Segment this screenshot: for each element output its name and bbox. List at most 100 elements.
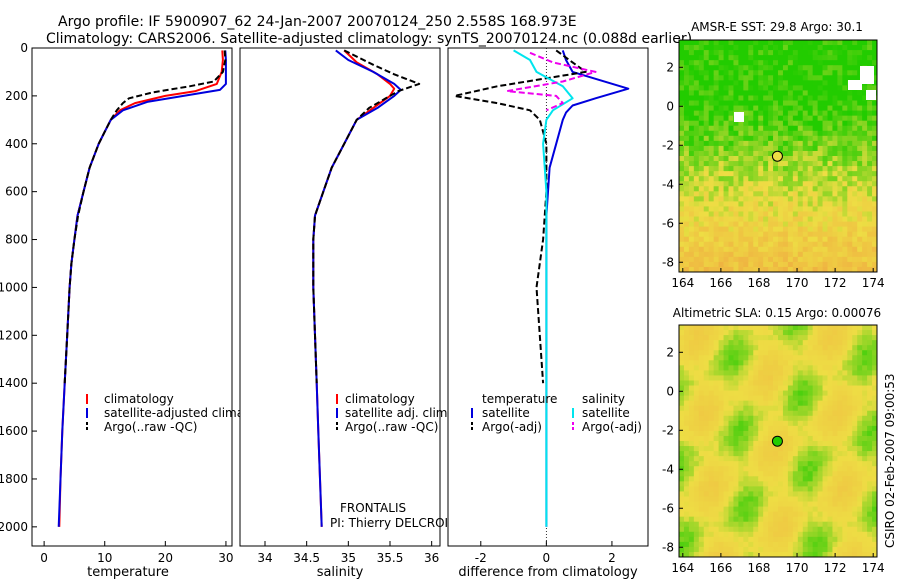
sla-map-cell bbox=[852, 355, 858, 361]
sst-map-cell bbox=[802, 166, 809, 172]
sla-map-cell bbox=[693, 425, 700, 432]
sst-map-cell bbox=[832, 221, 838, 228]
sst-map-cell bbox=[688, 221, 695, 228]
sla-map-cell bbox=[743, 471, 749, 477]
sla-map-cell bbox=[872, 335, 878, 341]
sla-map-cell bbox=[688, 451, 695, 457]
sst-map-cell bbox=[847, 120, 853, 127]
sla-map-cell bbox=[713, 496, 719, 502]
sla-map-cell bbox=[698, 516, 705, 523]
sla-map-cell bbox=[723, 496, 729, 502]
sla-map-cell bbox=[802, 400, 809, 407]
sla-map-cell bbox=[797, 546, 804, 553]
sst-map-cell bbox=[718, 60, 724, 66]
sst-map-cell bbox=[827, 120, 833, 127]
sst-map-cell bbox=[773, 85, 779, 91]
sst-map-cell bbox=[728, 266, 734, 273]
sla-map-cell bbox=[817, 435, 823, 442]
sla-map-cell bbox=[713, 325, 719, 331]
sla-map-cell bbox=[768, 335, 774, 341]
sst-map-cell bbox=[867, 150, 873, 157]
sla-map-cell bbox=[733, 466, 739, 472]
sla-map-cell bbox=[857, 506, 863, 513]
sst-map-cell bbox=[872, 221, 878, 228]
sla-map-cell bbox=[847, 360, 853, 366]
sst-map-cell bbox=[792, 211, 799, 217]
sst-map-cell bbox=[847, 161, 853, 167]
sla-map-cell bbox=[822, 425, 828, 432]
sla-map-cell bbox=[852, 551, 858, 558]
sst-map-cell bbox=[778, 95, 784, 101]
sst-map-cell bbox=[827, 40, 833, 46]
sla-map-cell bbox=[847, 496, 853, 502]
sst-map-cell bbox=[708, 211, 715, 217]
sla-map-cell bbox=[822, 370, 828, 376]
sst-map-cell bbox=[817, 241, 823, 248]
sla-map-cell bbox=[748, 441, 754, 447]
sst-map-cell bbox=[748, 105, 754, 112]
sla-map-cell bbox=[837, 410, 843, 417]
sst-map-cell bbox=[812, 95, 818, 101]
sla-map-cell bbox=[792, 345, 799, 351]
sst-map-cell bbox=[773, 196, 779, 202]
sla-map-cell bbox=[802, 330, 809, 336]
sst-map-cell bbox=[842, 231, 848, 238]
sla-map-cell bbox=[718, 360, 724, 366]
sla-map-cell bbox=[688, 531, 695, 538]
sst-map-cell bbox=[782, 216, 789, 222]
sla-map-cell bbox=[842, 335, 848, 341]
sla-map-cell bbox=[679, 330, 685, 336]
sst-map-cell bbox=[773, 40, 779, 46]
sst-map-cell bbox=[802, 191, 809, 197]
sst-map-cell bbox=[842, 130, 848, 137]
sst-map-cell bbox=[822, 95, 828, 101]
sla-map-cell bbox=[812, 355, 818, 361]
sla-map-cell bbox=[847, 380, 853, 386]
sla-map-cell bbox=[728, 360, 734, 366]
sla-map-cell bbox=[827, 405, 833, 412]
figure-title-line1: Argo profile: IF 5900907_62 24-Jan-2007 … bbox=[58, 14, 577, 30]
sla-map-cell bbox=[872, 511, 878, 518]
sst-map-cell bbox=[703, 191, 710, 197]
sst-map-cell bbox=[683, 140, 690, 147]
sst-map-cell bbox=[679, 241, 685, 248]
sla-map-cell bbox=[792, 476, 799, 482]
sst-map-cell bbox=[753, 216, 759, 222]
temperature-ytick-label-2: 400 bbox=[5, 137, 28, 151]
sst-map-cell bbox=[847, 256, 853, 263]
sst-map-cell bbox=[812, 186, 818, 192]
sla-map-cell bbox=[683, 420, 690, 427]
sst-map-cell bbox=[778, 135, 784, 142]
sst-map-cell bbox=[743, 60, 749, 66]
sla-map-cell bbox=[688, 441, 695, 447]
sla-map-cell bbox=[802, 486, 809, 492]
sst-map-cell bbox=[792, 90, 799, 96]
sst-map-cell bbox=[698, 65, 705, 71]
sst-map-cell bbox=[872, 251, 878, 258]
sla-map-cell bbox=[852, 345, 858, 351]
sst-map-cell bbox=[862, 45, 868, 51]
sst-map-cell bbox=[817, 171, 823, 177]
sla-map-cell bbox=[738, 340, 744, 346]
sla-map-cell bbox=[758, 400, 764, 407]
sst-map-cell bbox=[842, 115, 848, 122]
sst-map-cell bbox=[797, 256, 804, 263]
sst-map-cell bbox=[713, 105, 719, 112]
sst-map-cell bbox=[748, 95, 754, 101]
sla-map-cell bbox=[713, 546, 719, 553]
sla-map-cell bbox=[679, 405, 685, 412]
sst-map-cell bbox=[827, 110, 833, 117]
sst-map-cell bbox=[723, 266, 729, 273]
sla-map-cell bbox=[802, 375, 809, 381]
sla-map-cell bbox=[852, 325, 858, 331]
sst-map-cell bbox=[867, 246, 873, 253]
sst-map-cell bbox=[768, 70, 774, 76]
sst-map-cell bbox=[787, 60, 794, 66]
sst-map-cell bbox=[872, 166, 878, 172]
sst-map-cell bbox=[797, 236, 804, 243]
sst-map-cell bbox=[842, 261, 848, 268]
sst-map-cell bbox=[782, 161, 789, 167]
sla-map-cell bbox=[867, 410, 873, 417]
sla-map-cell bbox=[733, 415, 739, 422]
